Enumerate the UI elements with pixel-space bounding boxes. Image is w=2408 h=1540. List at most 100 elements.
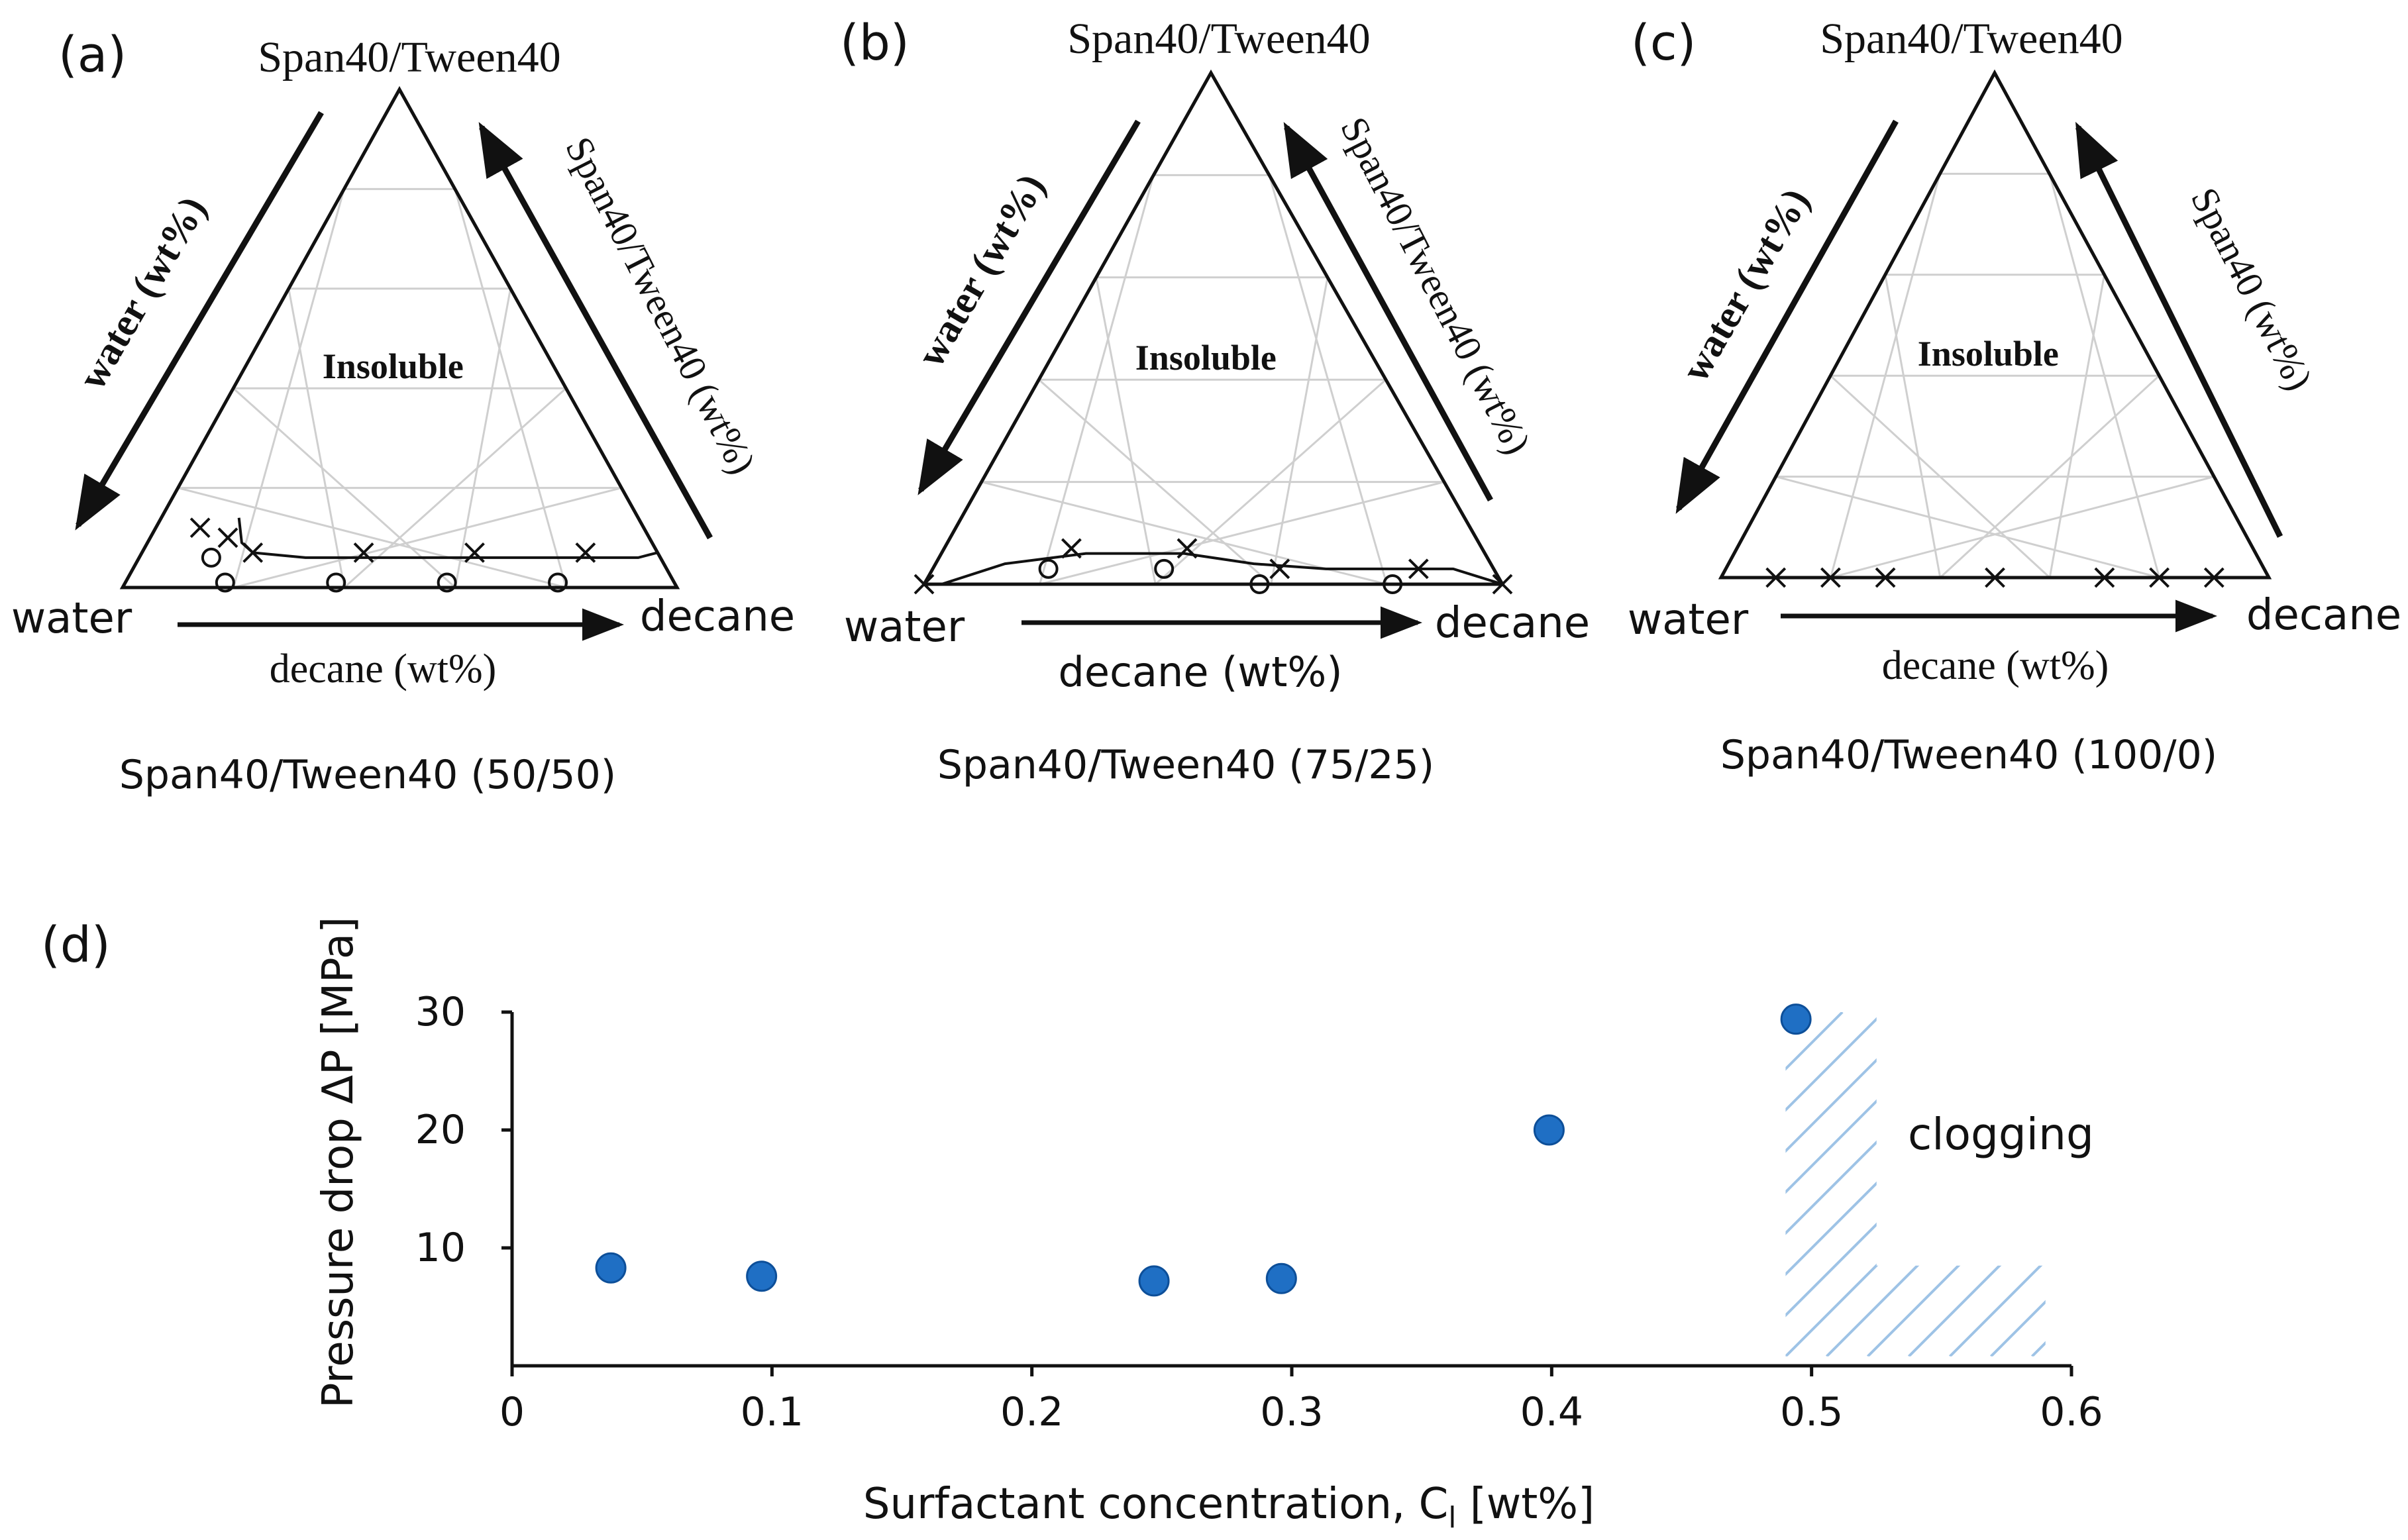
hatch-line — [1785, 1012, 1844, 1357]
x-marker — [1820, 567, 1841, 588]
insoluble-label: Insoluble — [323, 346, 464, 386]
left-axis-label: water (wt%) — [70, 189, 215, 396]
hatch-line — [1169, 1012, 1514, 1357]
y-axis-label: Pressure drop ΔP [MPa] — [314, 917, 363, 1408]
hatch-line — [1867, 1012, 2046, 1357]
x-marker — [1061, 538, 1082, 559]
x-marker — [575, 542, 596, 563]
x-marker — [1875, 567, 1896, 588]
x-marker — [914, 574, 935, 595]
ternary-panel-c: (c) Span40/Tween40 Insoluble water (wt%)… — [1628, 15, 2401, 778]
hatch-line — [1785, 1012, 1885, 1357]
grid-line — [343, 387, 567, 589]
grid-line — [233, 387, 456, 589]
left-axis-arrow — [75, 111, 324, 531]
caption: Span40/Tween40 (100/0) — [1720, 732, 2217, 778]
x-tick-label: 0.6 — [2040, 1389, 2103, 1435]
x-axis-label: Surfactant concentration, Cl [wt%] — [863, 1480, 1595, 1535]
o-marker — [548, 572, 568, 593]
corner-label-right: decane — [640, 592, 795, 641]
data-points — [595, 1003, 1812, 1297]
ternary-panel-a: (a) Span40/Tween40 Insoluble water (wt%)… — [11, 26, 795, 798]
triangle-outline — [1718, 69, 2272, 580]
right-axis-arrow — [478, 122, 713, 540]
phase-boundary-curve — [941, 552, 1503, 586]
clogging-hatch — [964, 1012, 2408, 1357]
data-point — [595, 1252, 627, 1284]
left-axis-arrow — [917, 119, 1141, 495]
bottom-axis-label: decane (wt%) — [270, 646, 497, 692]
hatch-line — [1990, 1012, 2046, 1357]
insoluble-label: Insoluble — [1918, 334, 2059, 374]
corner-label-left: water — [844, 603, 965, 652]
x-axis-label-unit — [1457, 1480, 1470, 1529]
grid-line — [454, 188, 568, 588]
hatch-line — [1785, 1012, 1926, 1357]
y-tick-label: 30 — [415, 989, 466, 1035]
x-marker — [242, 542, 264, 563]
hatch-line — [2278, 1012, 2408, 1357]
x-marker — [464, 542, 485, 563]
insoluble-label: Insoluble — [1135, 338, 1277, 378]
ternary-plot: Insoluble — [119, 85, 680, 593]
grid-line — [233, 487, 622, 589]
right-axis-label: Span40/Tween40 (wt%) — [1332, 110, 1540, 461]
clogging-label: clogging — [1908, 1109, 2094, 1160]
hatch-line — [1785, 1012, 2046, 1357]
grid-line — [288, 288, 346, 588]
grid-line — [1939, 375, 2160, 579]
o-marker — [437, 572, 457, 593]
grid-line — [1775, 476, 2160, 579]
x-marker — [1269, 558, 1290, 580]
corner-label-left: water — [11, 594, 132, 643]
corner-label-right: decane — [1435, 599, 1590, 648]
hatch-line — [2237, 1012, 2408, 1357]
hatch-line — [1785, 1012, 1803, 1357]
x-marker — [217, 527, 238, 548]
hatch-line — [1785, 1012, 2046, 1357]
hatch-line — [1785, 1012, 2046, 1357]
grid-line — [2048, 174, 2161, 578]
ternary-plot: Insoluble — [1718, 69, 2272, 588]
x-marker — [1177, 538, 1198, 559]
grid-line — [178, 487, 566, 589]
hatch-line — [1292, 1012, 1637, 1357]
ternary-panel-b: (b) Span40/Tween40 Insoluble water (wt%)… — [840, 15, 1590, 788]
x-axis-label-subscript: l — [1448, 1501, 1456, 1535]
o-marker — [1383, 574, 1403, 594]
o-marker — [1154, 558, 1175, 579]
hatch-line — [1375, 1012, 1719, 1357]
right-axis-arrow — [1283, 122, 1493, 502]
hatch-line — [1826, 1012, 2046, 1357]
hatch-line — [2319, 1012, 2408, 1357]
bottom-axis-label: decane (wt%) — [1058, 648, 1342, 696]
hatch-line — [1251, 1012, 1596, 1357]
x-tick-label: 0.2 — [1000, 1389, 1063, 1435]
grid-line — [1270, 277, 1329, 585]
pressure-drop-chart: (d) 0 0.1 0.2 0.3 0.4 0.5 0.6 10 20 30 clogging S… — [41, 917, 2408, 1535]
left-axis-label: water (wt%) — [908, 166, 1053, 374]
hatch-line — [1334, 1012, 1678, 1357]
o-marker — [1249, 574, 1270, 594]
x-tick-label: 0 — [499, 1389, 525, 1435]
x-tick-label: 0.3 — [1260, 1389, 1323, 1435]
panel-letter: (a) — [58, 26, 127, 83]
right-axis-label: Span40 (wt%) — [2183, 181, 2321, 397]
ternary-top-label: Span40/Tween40 — [1820, 15, 2122, 63]
x-axis-label-main: Surfactant concentration, C — [863, 1480, 1448, 1529]
o-marker — [201, 547, 221, 568]
hatch-line — [1087, 1012, 1432, 1357]
grid-line — [1884, 274, 1942, 578]
hatch-line — [964, 1012, 1308, 1357]
ternary-plot: Insoluble — [914, 69, 1513, 595]
grid-line — [1830, 476, 2215, 579]
grid-line — [1155, 379, 1387, 586]
hatch-line — [1046, 1012, 1390, 1357]
data-point — [1780, 1003, 1812, 1035]
panel-letter: (b) — [840, 15, 910, 72]
x-marker — [1985, 567, 2005, 588]
hatch-line — [1210, 1012, 1555, 1357]
hatch-line — [1785, 1012, 2008, 1357]
panel-letter: (c) — [1631, 15, 1696, 72]
caption: Span40/Tween40 (50/50) — [119, 752, 616, 798]
